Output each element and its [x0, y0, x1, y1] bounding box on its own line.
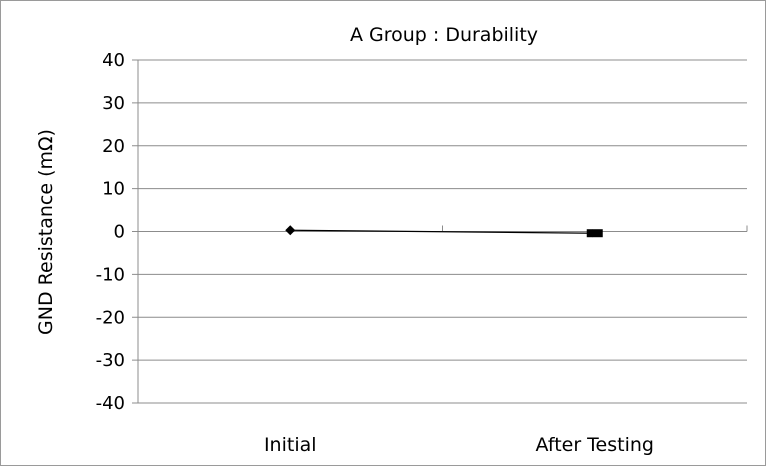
y-tick-label: -30 [96, 350, 125, 371]
y-tick-label: 10 [102, 179, 125, 200]
y-tick-label: 30 [102, 93, 125, 114]
x-category-label: After Testing [536, 434, 654, 456]
y-tick-label: -40 [96, 393, 125, 414]
chart-title: A Group : Durability [350, 24, 538, 46]
data-point-diamond [588, 229, 597, 238]
y-axis-label: GND Resistance (mΩ) [35, 129, 57, 335]
y-tick-label: -20 [96, 307, 125, 328]
x-category-label: Initial [264, 434, 317, 456]
x-category-labels: Initial After Testing [264, 434, 654, 456]
series-line [290, 229, 595, 234]
gridlines [138, 59, 747, 404]
data-series [285, 225, 603, 238]
y-tick-labels: 40 30 20 10 0 -10 -20 -30 -40 [96, 50, 125, 414]
y-tick-label: 20 [102, 136, 125, 157]
y-tick-label: 0 [114, 222, 125, 243]
data-point-diamond [285, 225, 296, 236]
y-tick-label: -10 [96, 264, 125, 285]
y-tick-label: 40 [102, 50, 125, 71]
